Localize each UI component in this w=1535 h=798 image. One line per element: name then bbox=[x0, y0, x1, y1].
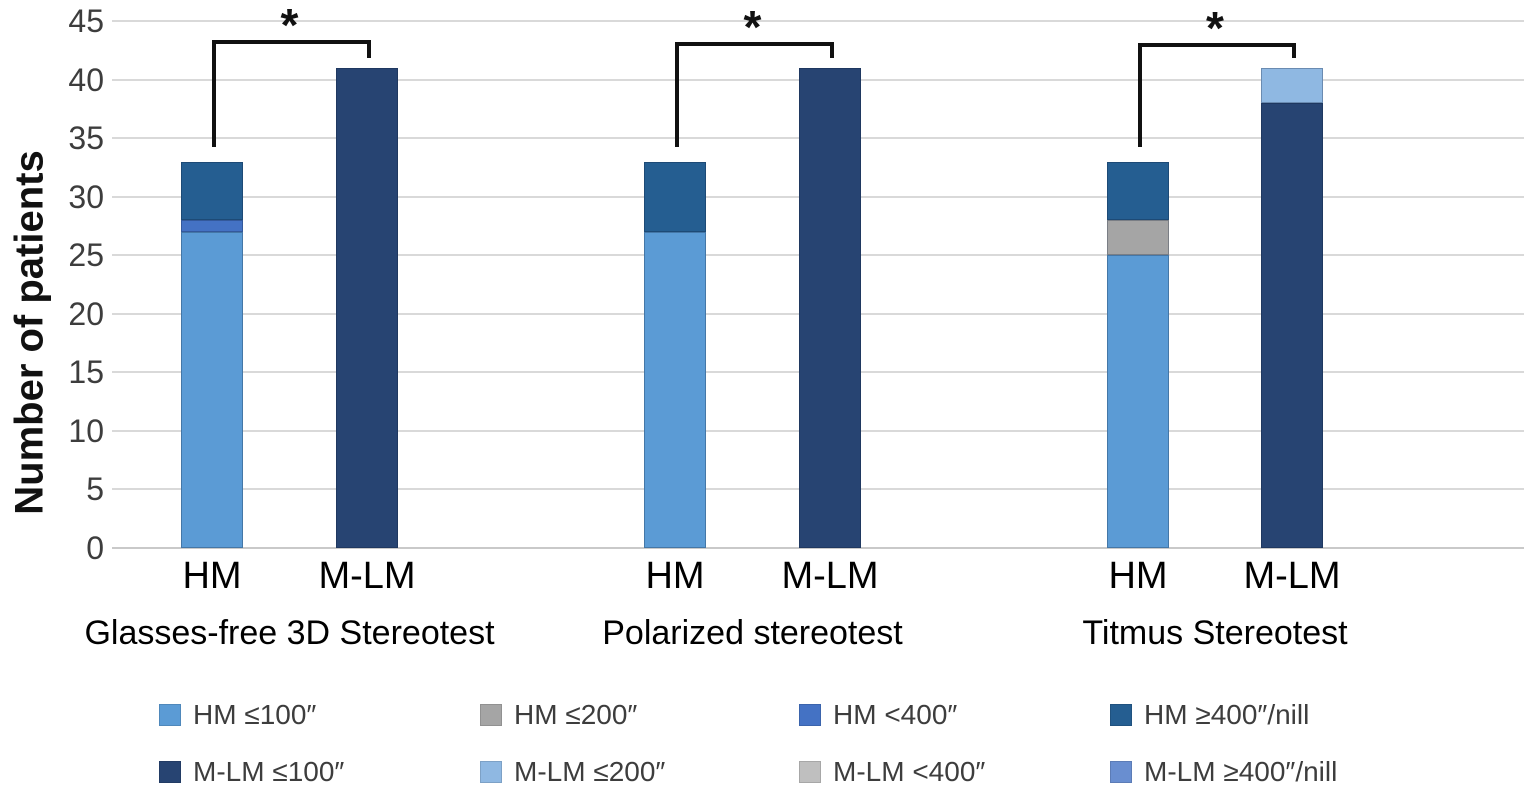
bracket-right-arm bbox=[367, 40, 371, 58]
y-tick-label: 35 bbox=[68, 120, 104, 157]
legend-item: HM <400″ bbox=[799, 700, 957, 730]
y-tick-label: 0 bbox=[86, 530, 104, 566]
bar-segment bbox=[181, 220, 243, 232]
y-tick-label: 20 bbox=[68, 295, 104, 332]
category-label: M-LM bbox=[318, 555, 416, 597]
y-tick-label: 5 bbox=[86, 471, 104, 508]
y-tick-label: 40 bbox=[68, 61, 104, 98]
gridline bbox=[112, 547, 1524, 549]
legend-swatch bbox=[159, 761, 181, 783]
y-tick-label: 25 bbox=[68, 237, 104, 274]
legend-item: HM ≤100″ bbox=[159, 700, 316, 730]
bracket-right-arm bbox=[1292, 43, 1296, 58]
bracket-right-arm bbox=[830, 42, 834, 58]
bracket-left-arm bbox=[675, 42, 679, 147]
legend-item: M-LM ≤100″ bbox=[159, 757, 344, 787]
group-label: Titmus Stereotest bbox=[1082, 614, 1348, 652]
bracket-left-arm bbox=[212, 40, 216, 147]
legend-label: HM ≤100″ bbox=[193, 699, 317, 730]
bar-segment bbox=[1261, 102, 1323, 548]
gridline bbox=[112, 20, 1524, 22]
legend-item: M-LM ≤200″ bbox=[480, 757, 665, 787]
group-label: Glasses-free 3D Stereotest bbox=[84, 614, 495, 652]
category-label: HM bbox=[645, 555, 705, 597]
category-label: HM bbox=[1108, 555, 1168, 597]
legend-item: HM ≤200″ bbox=[480, 700, 637, 730]
bar-segment bbox=[336, 67, 398, 548]
significance-asterisk: * bbox=[280, 0, 299, 51]
legend-swatch bbox=[1110, 704, 1132, 726]
y-tick-label: 30 bbox=[68, 178, 104, 215]
significance-asterisk: * bbox=[1206, 2, 1224, 54]
legend-item: HM ≥400″/nill bbox=[1110, 700, 1309, 730]
bar-segment bbox=[1107, 220, 1169, 256]
bar-segment bbox=[644, 161, 706, 232]
bar-segment bbox=[1107, 161, 1169, 221]
y-tick-label: 15 bbox=[68, 354, 104, 391]
legend-item: M-LM <400″ bbox=[799, 757, 985, 787]
bar-segment bbox=[799, 67, 861, 548]
legend-swatch bbox=[159, 704, 181, 726]
category-label: M-LM bbox=[781, 555, 879, 597]
significance-bracket bbox=[675, 42, 834, 46]
category-label: M-LM bbox=[1243, 555, 1341, 597]
y-tick-label: 45 bbox=[68, 3, 104, 39]
legend-swatch bbox=[799, 761, 821, 783]
legend-label: M-LM ≤200″ bbox=[514, 756, 666, 787]
legend-label: M-LM <400″ bbox=[833, 756, 986, 787]
significance-bracket bbox=[1138, 43, 1296, 47]
legend-label: HM <400″ bbox=[833, 699, 958, 730]
legend-swatch bbox=[1110, 761, 1132, 783]
legend-label: M-LM ≤100″ bbox=[193, 756, 345, 787]
y-tick-label: 10 bbox=[68, 412, 104, 449]
bar-segment bbox=[1107, 255, 1169, 548]
legend-label: HM ≥400″/nill bbox=[1144, 699, 1310, 730]
bar-segment bbox=[1261, 67, 1323, 103]
bar-segment bbox=[181, 231, 243, 548]
legend-label: M-LM ≥400″/nill bbox=[1144, 756, 1338, 787]
legend-swatch bbox=[480, 704, 502, 726]
legend-label: HM ≤200″ bbox=[514, 699, 638, 730]
bracket-left-arm bbox=[1138, 43, 1142, 147]
legend-swatch bbox=[799, 704, 821, 726]
bar-segment bbox=[181, 161, 243, 221]
bar-segment bbox=[644, 231, 706, 548]
category-label: HM bbox=[182, 555, 242, 597]
legend-swatch bbox=[480, 761, 502, 783]
legend-item: M-LM ≥400″/nill bbox=[1110, 757, 1337, 787]
significance-bracket bbox=[212, 40, 371, 44]
group-label: Polarized stereotest bbox=[602, 614, 903, 652]
significance-asterisk: * bbox=[743, 1, 762, 53]
